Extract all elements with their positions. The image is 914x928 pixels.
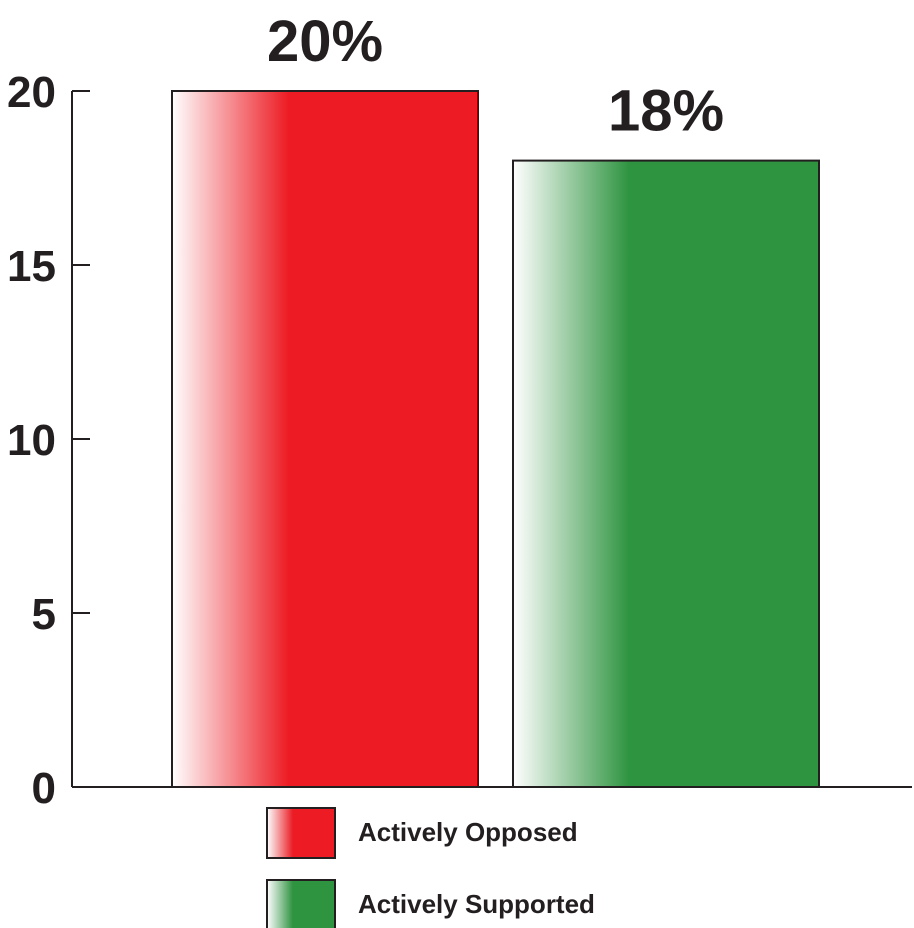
y-tick-label-20: 20 (7, 68, 56, 117)
bars (171, 90, 820, 789)
bar-actively-opposed (171, 90, 479, 788)
data-label-actively-opposed: 20% (267, 9, 383, 74)
legend-swatch-actively-opposed (266, 807, 336, 859)
axes: 0 5 10 15 20 (7, 68, 912, 813)
bar-actively-supported (512, 159, 820, 789)
data-label-actively-supported: 18% (608, 79, 724, 144)
data-labels: 20% 18% (267, 9, 724, 144)
legend: Actively Opposed Actively Supported (266, 807, 595, 928)
legend-label-actively-supported: Actively Supported (358, 889, 595, 919)
y-tick-label-0: 0 (32, 764, 56, 813)
y-tick-label-10: 10 (7, 416, 56, 465)
y-tick-label-5: 5 (32, 590, 56, 639)
legend-label-actively-opposed: Actively Opposed (358, 817, 578, 847)
y-tick-label-15: 15 (7, 242, 56, 291)
legend-swatch-actively-supported (266, 879, 336, 928)
